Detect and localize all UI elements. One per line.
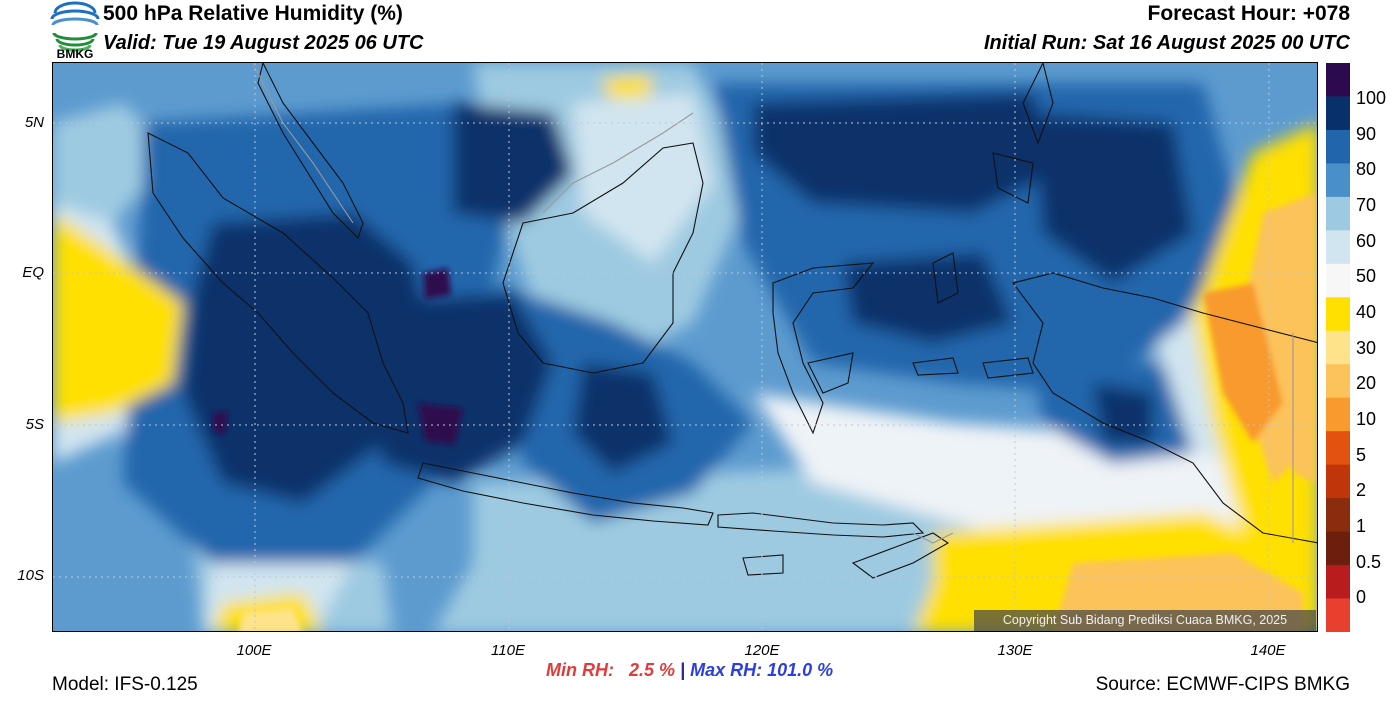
colorbar-swatch: [1326, 565, 1350, 600]
logo-blue-arcs: [50, 1, 100, 26]
lat-label-10s: 10S: [17, 567, 44, 584]
colorbar-swatch: [1326, 230, 1350, 265]
lon-label-120e: 120E: [744, 642, 780, 659]
borders: [252, 63, 1294, 544]
initial-run: Initial Run: Sat 16 August 2025 00 UTC: [983, 32, 1350, 54]
lat-label-5s: 5S: [25, 416, 44, 433]
colorbar-swatch: [1326, 598, 1350, 632]
colorbar-swatch: [1326, 431, 1350, 466]
colorbar-label-1: 1: [1356, 516, 1367, 536]
colorbar-swatch: [1326, 129, 1350, 164]
colorbar-label-70: 70: [1356, 195, 1377, 215]
colorbar-label-50: 50: [1356, 266, 1377, 286]
colorbar-label-100: 100: [1356, 88, 1387, 108]
stats-separator: |: [680, 660, 686, 680]
logo-green-arcs: [52, 32, 98, 52]
map-title: 500 hPa Relative Humidity (%): [103, 2, 403, 25]
max-rh-value: 101.0 %: [767, 660, 834, 680]
colorbar-swatch: [1326, 531, 1350, 566]
colorbar-swatch: [1326, 397, 1350, 432]
lon-label-140e: 140E: [1250, 642, 1286, 659]
colorbar-label-60: 60: [1356, 231, 1377, 251]
colorbar-swatch: [1326, 63, 1350, 97]
colorbar-label-20: 20: [1356, 373, 1377, 393]
colorbar-swatch: [1326, 163, 1350, 198]
colorbar-label-90: 90: [1356, 124, 1377, 144]
colorbar-swatch: [1326, 498, 1350, 533]
source-label: Source: ECMWF-CIPS BMKG: [1095, 674, 1350, 695]
lon-label-100e: 100E: [236, 642, 272, 659]
colorbar-swatch: [1326, 297, 1350, 332]
copyright-notice: Copyright Sub Bidang Prediksi Cuaca BMKG…: [974, 610, 1316, 631]
min-rh-label: Min RH:: [546, 660, 614, 680]
colorbar-swatch: [1326, 196, 1350, 231]
valid-time: Valid: Tue 19 August 2025 06 UTC: [103, 32, 424, 54]
colorbar-swatch: [1326, 330, 1350, 365]
max-rh-label: Max RH:: [690, 660, 763, 680]
gridlines: [53, 63, 1317, 631]
colorbar-label-40: 40: [1356, 302, 1377, 322]
colorbar-label-80: 80: [1356, 159, 1377, 179]
humidity-map: [52, 62, 1318, 632]
colorbar-label-0: 0: [1356, 587, 1367, 607]
colorbar-swatch: [1326, 364, 1350, 399]
colorbar-label-30: 30: [1356, 338, 1377, 358]
lat-label-eq: EQ: [22, 264, 44, 281]
colorbar-label-10: 10: [1356, 409, 1377, 429]
colorbar-label-2: 2: [1356, 480, 1367, 500]
logo-text: BMKG: [57, 47, 94, 61]
min-rh-value: 2.5 %: [629, 660, 676, 680]
rh-stats: Min RH: 2.5 % | Max RH: 101.0 %: [546, 660, 833, 681]
colorbar-swatch: [1326, 96, 1350, 131]
colorbar-label-0-5: 0.5: [1356, 552, 1382, 572]
colorbar-swatch: [1326, 263, 1350, 298]
model-label: Model: IFS-0.125: [52, 674, 198, 695]
humid-max-cores: [213, 268, 463, 445]
colorbar-swatch: [1326, 464, 1350, 499]
colorbar: [1326, 63, 1350, 632]
colorbar-label-5: 5: [1356, 445, 1367, 465]
humidity-field: [53, 63, 1317, 631]
lon-label-130e: 130E: [997, 642, 1033, 659]
lon-label-110e: 110E: [491, 642, 525, 659]
lat-label-5n: 5N: [24, 114, 44, 131]
forecast-hour: Forecast Hour: +078: [1147, 2, 1351, 25]
bmkg-logo-icon: BMKG: [50, 1, 100, 61]
